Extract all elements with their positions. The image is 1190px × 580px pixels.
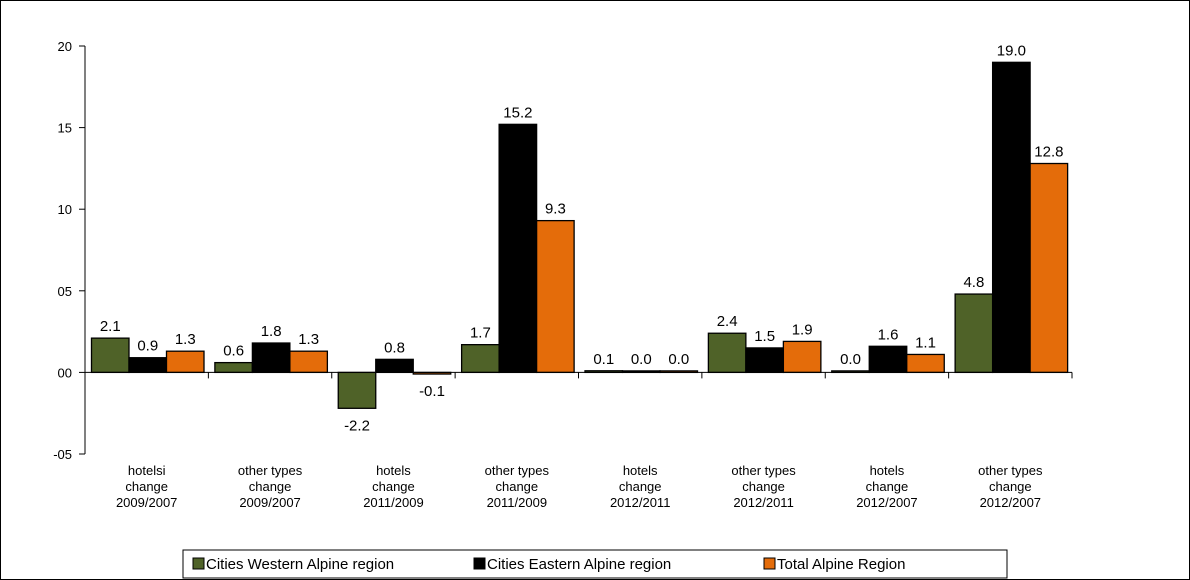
- y-tick-label: 05: [58, 284, 72, 299]
- bar: [1029, 162, 1069, 374]
- x-tick-label: other types change 2011/2009: [485, 463, 550, 510]
- bar: [128, 357, 168, 374]
- legend-label: Total Alpine Region: [777, 556, 905, 573]
- legend-label: Cities Eastern Alpine region: [487, 556, 671, 573]
- bar: [337, 371, 377, 409]
- data-label: 0.0: [668, 351, 689, 368]
- data-label: 0.8: [384, 339, 405, 356]
- data-label: 0.0: [631, 351, 652, 368]
- data-label: 1.3: [298, 331, 319, 348]
- data-label: 15.2: [503, 104, 532, 121]
- legend-swatch: [192, 557, 205, 570]
- bar: [165, 350, 205, 374]
- data-label: 0.1: [593, 351, 614, 368]
- bar: [498, 123, 538, 374]
- data-label: 1.9: [792, 321, 813, 338]
- legend-swatch: [473, 557, 486, 570]
- x-tick-label: hotels change 2012/2011: [610, 463, 671, 510]
- data-label: -2.2: [344, 417, 370, 434]
- bar: [251, 342, 291, 374]
- y-tick-label: 00: [58, 365, 72, 380]
- data-label: 1.6: [878, 326, 899, 343]
- data-label: 0.9: [137, 338, 158, 355]
- bar: [90, 337, 130, 374]
- legend-swatch: [763, 557, 776, 570]
- legend-box: [182, 549, 1008, 579]
- x-tick-label: hotelsi change 2009/2007: [116, 463, 177, 510]
- bar: [214, 361, 254, 374]
- bar: [782, 340, 822, 374]
- bar: [991, 61, 1031, 374]
- y-axis: -05 00 05 10 15 20: [53, 39, 86, 462]
- data-label: 1.1: [915, 334, 936, 351]
- bars: 2.1 0.9 1.3 0.6 1.8 1.3 -2.2 0.8 -0.1 1.7 15.2 9.3 0…: [90, 42, 1069, 434]
- bar: [954, 293, 994, 374]
- bar: [707, 332, 747, 374]
- bar: [375, 358, 414, 374]
- x-axis: hotelsi change 2009/2007 other types change 2…: [84, 371, 1073, 510]
- legend-label: Cities Western Alpine region: [206, 556, 394, 573]
- x-tick-label: other types change 2009/2007: [238, 463, 303, 510]
- x-tick-label: hotels change 2011/2009: [363, 463, 424, 510]
- x-tick-label: hotels change 2012/2007: [856, 463, 917, 510]
- data-label: -0.1: [419, 383, 445, 400]
- data-label: 0.0: [840, 351, 861, 368]
- data-label: 2.1: [100, 318, 121, 335]
- bar: [906, 353, 945, 374]
- bar: [289, 350, 329, 374]
- bar: [460, 344, 500, 374]
- data-label: 1.5: [754, 328, 775, 345]
- y-tick-label: -05: [53, 447, 72, 462]
- bar: [868, 345, 908, 374]
- data-label: 12.8: [1034, 144, 1063, 161]
- y-tick-label: 15: [58, 121, 72, 136]
- data-label: 2.4: [717, 313, 738, 330]
- data-label: 1.7: [470, 325, 491, 342]
- x-tick-label: other types change 2012/2011: [731, 463, 796, 510]
- bar: [745, 347, 785, 374]
- data-label: 1.8: [261, 323, 282, 340]
- data-label: 19.0: [997, 42, 1026, 59]
- data-label: 0.6: [223, 343, 244, 360]
- data-label: 9.3: [545, 201, 566, 218]
- y-tick-label: 20: [58, 39, 72, 54]
- data-label: 1.3: [175, 331, 196, 348]
- data-label: 4.8: [963, 274, 984, 291]
- y-tick-label: 10: [58, 202, 72, 217]
- x-tick-label: other types change 2012/2007: [978, 463, 1043, 510]
- bar: [535, 219, 575, 374]
- legend: Cities Western Alpine region Cities Easte…: [182, 549, 1008, 579]
